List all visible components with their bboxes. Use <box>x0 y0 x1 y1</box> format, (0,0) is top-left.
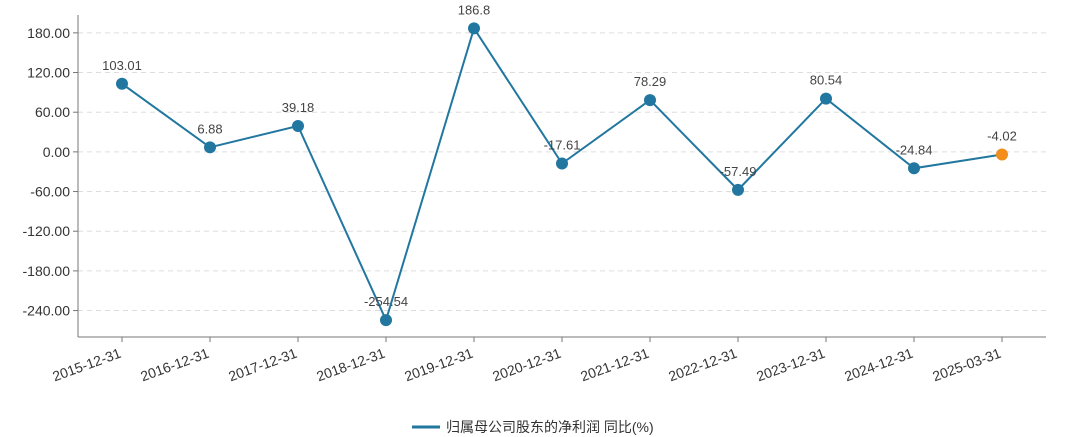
data-point <box>644 94 656 107</box>
data-point <box>204 141 216 154</box>
y-tick-label: 120.00 <box>27 65 70 81</box>
data-point <box>292 119 304 132</box>
x-tick-label: 2024-12-31 <box>842 345 915 385</box>
x-tick-label: 2022-12-31 <box>666 345 739 385</box>
x-tick-label: 2023-12-31 <box>754 345 827 385</box>
data-point <box>116 77 128 90</box>
data-label: -4.02 <box>987 129 1017 144</box>
x-tick-label: 2021-12-31 <box>578 345 651 385</box>
y-tick-label: 0.00 <box>43 144 70 160</box>
data-point <box>820 92 832 105</box>
data-point <box>908 162 920 175</box>
data-point <box>996 148 1008 161</box>
data-point <box>732 183 744 196</box>
data-label: -254.54 <box>364 294 408 309</box>
data-label: 103.01 <box>102 58 142 73</box>
data-label: -24.84 <box>896 142 933 157</box>
x-tick-label: 2015-12-31 <box>50 345 123 385</box>
data-label: 80.54 <box>810 73 843 88</box>
data-label: 39.18 <box>282 100 315 115</box>
data-label: 6.88 <box>197 121 222 136</box>
data-point <box>556 157 568 170</box>
y-tick-label: 60.00 <box>35 104 70 120</box>
data-point <box>468 22 480 35</box>
y-tick-label: 180.00 <box>27 25 70 41</box>
x-tick-label: 2019-12-31 <box>402 345 475 385</box>
data-label: -57.49 <box>720 164 757 179</box>
data-point <box>380 314 392 327</box>
legend-label: 归属母公司股东的净利润 同比(%) <box>446 419 654 435</box>
x-tick-label: 2017-12-31 <box>226 345 299 385</box>
y-tick-label: -240.00 <box>23 303 71 319</box>
data-label: -17.61 <box>544 138 581 153</box>
x-tick-label: 2020-12-31 <box>490 345 563 385</box>
x-tick-label: 2016-12-31 <box>138 345 211 385</box>
x-tick-label: 2018-12-31 <box>314 345 387 385</box>
data-label: 186.8 <box>458 2 491 17</box>
x-tick-label: 2025-03-31 <box>930 345 1003 385</box>
y-tick-label: -120.00 <box>23 223 71 239</box>
y-tick-label: -180.00 <box>23 263 71 279</box>
data-label: 78.29 <box>634 74 667 89</box>
y-tick-label: -60.00 <box>30 184 70 200</box>
